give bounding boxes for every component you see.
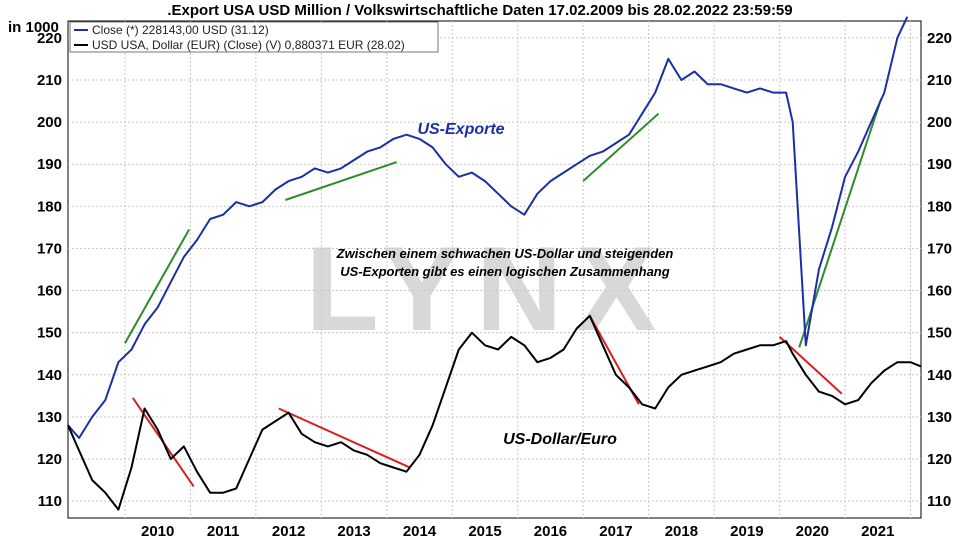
legend-entry-dollar: USD USA, Dollar (EUR) (Close) (V) 0,8803… (92, 38, 405, 52)
watermark-logo: LYNX (305, 222, 670, 356)
x-tick-label: 2020 (796, 523, 829, 540)
y-tick-left: 120 (37, 451, 62, 468)
plot-frame (67, 20, 922, 519)
trend-line-up (582, 112, 660, 182)
x-tick-label: 2021 (861, 523, 894, 540)
legend-entry-exports: Close (*) 228143,00 USD (31.12) (92, 23, 269, 37)
y-tick-right: 110 (927, 493, 951, 510)
x-tick-label: 2010 (141, 523, 174, 540)
x-tick-label: 2018 (665, 523, 698, 540)
y-tick-left: 210 (37, 72, 62, 89)
y-tick-left: 170 (37, 240, 62, 257)
y-tick-right: 130 (927, 409, 952, 426)
y-tick-right: 190 (927, 156, 952, 173)
grid (68, 21, 921, 518)
y-tick-left: 190 (37, 156, 62, 173)
unit-label: in 1000 (8, 19, 59, 36)
x-tick-label: 2012 (272, 523, 305, 540)
y-tick-right: 180 (927, 198, 952, 215)
series-line-dollar (67, 314, 922, 511)
x-tick-label: 2015 (468, 523, 501, 540)
annotation-line-1: Zwischen einem schwachen US-Dollar und s… (336, 246, 674, 261)
legend: Close (*) 228143,00 USD (31.12) USD USA,… (69, 21, 439, 53)
y-tick-right: 160 (927, 283, 952, 300)
y-tick-left: 180 (37, 198, 62, 215)
series-label-dollar: US-Dollar/Euro (503, 431, 617, 448)
y-tick-left: 150 (37, 325, 62, 342)
y-tick-left: 200 (37, 114, 62, 131)
chart-title: .Export USA USD Million / Volkswirtschaf… (167, 2, 792, 19)
y-tick-right: 210 (927, 72, 952, 89)
series-label-exports: US-Exporte (417, 121, 504, 138)
trend-line-up (285, 161, 397, 201)
series-lines (67, 16, 922, 511)
x-tick-label: 2019 (730, 523, 763, 540)
x-tick-label: 2016 (534, 523, 567, 540)
y-tick-right: 170 (927, 240, 952, 257)
y-tick-left: 140 (37, 367, 62, 384)
y-tick-left: 160 (37, 283, 62, 300)
x-tick-label: 2017 (599, 523, 632, 540)
axis-ticks: 110 110 120 120 130 130 140 140 150 150 160 160 170 1… (37, 30, 952, 540)
y-tick-right: 200 (927, 114, 952, 131)
y-tick-left: 220 (37, 30, 62, 47)
trend-line-up (124, 228, 190, 344)
y-tick-right: 150 (927, 325, 952, 342)
series-line-exports (67, 16, 909, 439)
x-tick-label: 2013 (337, 523, 370, 540)
legend-box (69, 21, 439, 53)
y-tick-right: 220 (927, 30, 952, 47)
x-tick-label: 2011 (207, 523, 240, 540)
y-tick-left: 110 (38, 493, 62, 510)
y-tick-left: 130 (37, 409, 62, 426)
y-tick-right: 120 (927, 451, 952, 468)
x-tick-label: 2014 (403, 523, 437, 540)
annotation-line-2: US-Exporten gibt es einen logischen Zusa… (340, 264, 669, 279)
y-tick-right: 140 (927, 367, 952, 384)
trend-line-down (278, 407, 411, 469)
